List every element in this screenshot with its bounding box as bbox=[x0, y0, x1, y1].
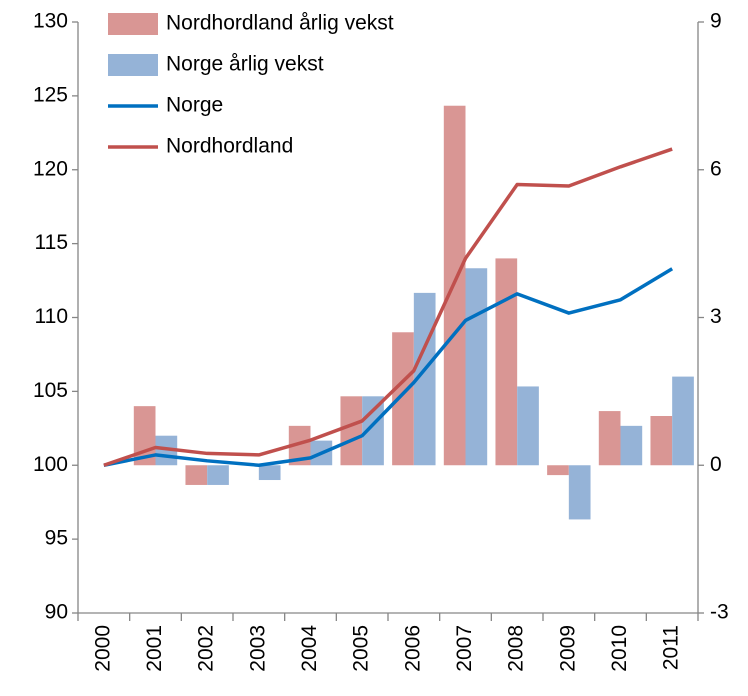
legend-swatch bbox=[108, 54, 158, 76]
bar bbox=[568, 465, 591, 520]
bar bbox=[598, 411, 621, 466]
y-tick-label: 100 bbox=[33, 453, 68, 476]
y2-tick-label: 6 bbox=[710, 157, 722, 180]
x-tick-label: 2010 bbox=[608, 625, 631, 672]
y-tick-label: 105 bbox=[33, 379, 68, 402]
legend-label: Nordhordland årlig vekst bbox=[166, 12, 394, 35]
bar bbox=[258, 465, 281, 481]
bar bbox=[620, 425, 643, 466]
y-tick-label: 125 bbox=[33, 83, 68, 106]
x-tick-label: 2005 bbox=[350, 625, 373, 672]
y-tick-label: 110 bbox=[35, 305, 68, 328]
y-tick-label: 115 bbox=[35, 231, 68, 254]
bar bbox=[465, 268, 488, 466]
x-tick-label: 2004 bbox=[298, 625, 321, 672]
bar bbox=[517, 386, 539, 466]
y-tick-label: 130 bbox=[33, 10, 68, 33]
line bbox=[103, 267, 674, 467]
bar bbox=[495, 258, 518, 466]
bar bbox=[547, 465, 569, 476]
x-tick-label: 2008 bbox=[505, 625, 528, 672]
x-tick-label: 2002 bbox=[195, 625, 218, 672]
x-tick-label: 2003 bbox=[246, 625, 269, 672]
x-tick-label: 2000 bbox=[91, 625, 114, 672]
x-tick-label: 2009 bbox=[556, 625, 579, 672]
x-tick-label: 2006 bbox=[401, 625, 424, 672]
x-tick-label: 2007 bbox=[453, 625, 476, 672]
bar bbox=[672, 376, 694, 466]
x-tick-label: 2001 bbox=[143, 625, 166, 672]
y2-tick-label: 9 bbox=[710, 10, 722, 33]
y-tick-label: 120 bbox=[33, 157, 68, 180]
legend-label: Nordhordland bbox=[166, 135, 293, 158]
bar bbox=[650, 416, 673, 466]
x-tick-label: 2011 bbox=[660, 625, 683, 670]
line bbox=[103, 147, 673, 467]
legend-label: Norge bbox=[166, 94, 223, 117]
bar bbox=[207, 465, 229, 485]
bar bbox=[185, 465, 208, 485]
legend-swatch bbox=[108, 13, 158, 35]
bar bbox=[392, 332, 414, 466]
bar bbox=[288, 425, 311, 466]
legend-label: Norge årlig vekst bbox=[166, 53, 324, 76]
y-tick-label: 90 bbox=[45, 601, 68, 624]
y2-tick-label: -3 bbox=[710, 601, 729, 624]
bar bbox=[340, 396, 363, 466]
y2-tick-label: 0 bbox=[710, 453, 722, 476]
y-tick-label: 95 bbox=[45, 527, 68, 550]
y2-tick-label: 3 bbox=[710, 305, 722, 328]
